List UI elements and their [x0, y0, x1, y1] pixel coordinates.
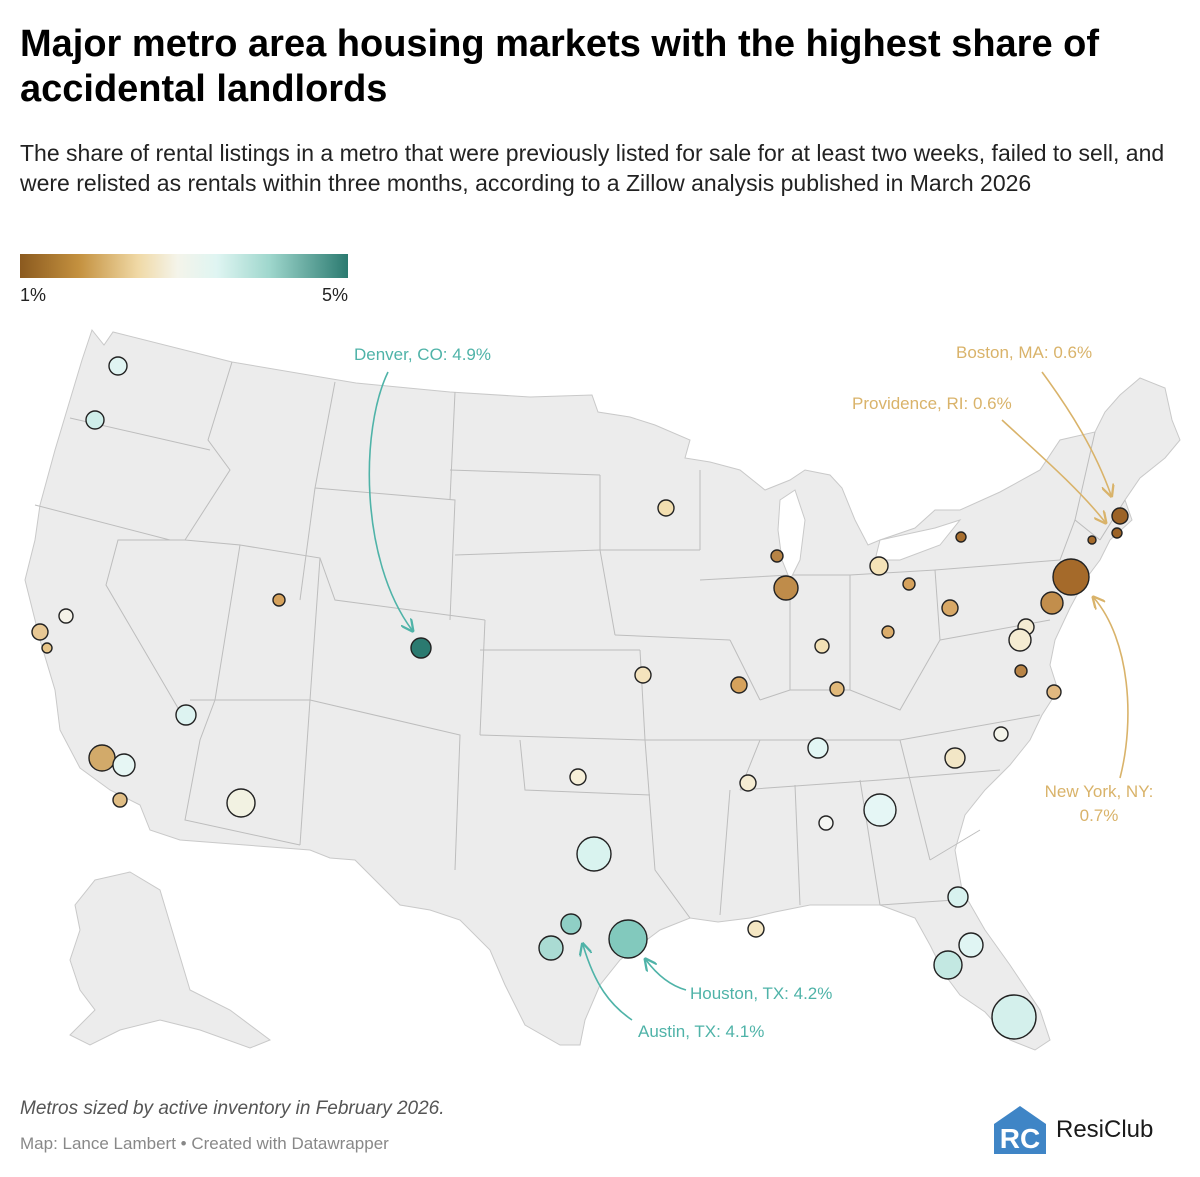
metro-bubble-philadelphia [1040, 591, 1064, 615]
metro-bubble-phoenix [226, 788, 256, 818]
metro-bubble-denver [410, 637, 432, 659]
metro-bubble-dallas [576, 836, 612, 872]
metro-bubble-nashville [807, 737, 829, 759]
resiclub-brand: RC ResiClub [990, 1102, 1190, 1158]
metro-bubble-miami [991, 994, 1037, 1040]
brand-name: ResiClub [1056, 1116, 1154, 1143]
svg-text:RC: RC [1000, 1123, 1040, 1154]
metro-bubble-washington [1008, 628, 1032, 652]
providence-arrow [1001, 419, 1105, 522]
houston-arrow [646, 960, 687, 991]
metro-bubble-seattle [108, 356, 128, 376]
metro-bubble-birmingham [818, 815, 834, 831]
metro-bubble-kansas-city [634, 666, 652, 684]
footer-credit: Map: Lance Lambert • Created with Datawr… [20, 1134, 389, 1153]
metro-bubble-new-orleans [747, 920, 765, 938]
metro-bubble-austin [560, 913, 582, 935]
resiclub-logo-icon: RC [994, 1106, 1046, 1154]
metro-bubble-jacksonville [947, 886, 969, 908]
metro-bubble-boise [272, 593, 286, 607]
annotation-arrows [368, 371, 1129, 1021]
metro-bubble-tampa [933, 950, 963, 980]
austin-label: Austin, TX: 4.1% [638, 1022, 764, 1041]
metro-bubble-boston [1111, 507, 1129, 525]
metro-bubble-memphis [739, 774, 757, 792]
newyork-arrow [1094, 598, 1129, 779]
metro-bubble-cleveland [902, 577, 916, 591]
metro-bubble-san-antonio [538, 935, 564, 961]
metro-bubble-oklahoma-city [569, 768, 587, 786]
metro-bubble-detroit [869, 556, 889, 576]
metro-bubble-houston [608, 919, 648, 959]
us-landmass [24, 328, 1181, 1051]
metro-bubble-chicago [773, 575, 799, 601]
providence-label: Providence, RI: 0.6% [852, 394, 1012, 413]
metro-bubble-buffalo [955, 531, 967, 543]
metro-bubble-richmond [1014, 664, 1028, 678]
metro-bubble-pittsburgh [941, 599, 959, 617]
alaska-landmass [69, 871, 272, 1049]
metro-bubble-raleigh [993, 726, 1009, 742]
metro-bubble-orlando [958, 932, 984, 958]
metro-bubble-sacramento [58, 608, 74, 624]
metro-bubble-cincinnati [829, 681, 845, 697]
boston-label: Boston, MA: 0.6% [956, 343, 1092, 362]
metro-bubble-san-diego [112, 792, 128, 808]
newyork-label-line1: New York, NY: [1045, 782, 1154, 801]
denver-label: Denver, CO: 4.9% [354, 345, 491, 364]
metro-bubble-charlotte [944, 747, 966, 769]
chart-title: Major metro area housing markets with th… [20, 23, 1100, 110]
legend-max-label: 5% [321, 285, 348, 305]
metro-bubble-st-louis [730, 676, 748, 694]
metro-bubble-providence [1111, 527, 1123, 539]
metro-bubble-san-francisco [31, 623, 49, 641]
footer-notes: Metros sized by active inventory in Febr… [20, 1098, 445, 1119]
metro-bubble-riverside [112, 753, 136, 777]
metro-bubble-minneapolis [657, 499, 675, 517]
metro-bubble-milwaukee [770, 549, 784, 563]
metro-bubble-indianapolis [814, 638, 830, 654]
metro-bubble-los-angeles [88, 744, 116, 772]
metro-bubble-columbus [881, 625, 895, 639]
metro-bubble-new-york [1052, 558, 1090, 596]
denver-arrow [368, 371, 412, 630]
austin-arrow [583, 945, 633, 1021]
metro-bubble-virginia-beach [1046, 684, 1062, 700]
us-metro-map: Denver, CO: 4.9% Boston, MA: 0.6% Provid… [24, 328, 1181, 1051]
color-legend: 1% 5% [20, 254, 348, 305]
legend-min-label: 1% [20, 285, 47, 305]
legend-gradient-bar [20, 254, 348, 278]
great-lakes [777, 489, 806, 582]
houston-label: Houston, TX: 4.2% [690, 984, 832, 1003]
metro-bubble-san-jose [41, 642, 53, 654]
metro-bubble-las-vegas [175, 704, 197, 726]
newyork-label-line2: 0.7% [1080, 806, 1119, 825]
metro-bubble-atlanta [863, 793, 897, 827]
chart-subtitle: The share of rental listings in a metro … [20, 140, 1165, 196]
metro-bubble-hartford [1087, 535, 1097, 545]
metro-bubble-portland [85, 410, 105, 430]
boston-arrow [1041, 371, 1111, 495]
metro-bubbles [31, 356, 1129, 1040]
